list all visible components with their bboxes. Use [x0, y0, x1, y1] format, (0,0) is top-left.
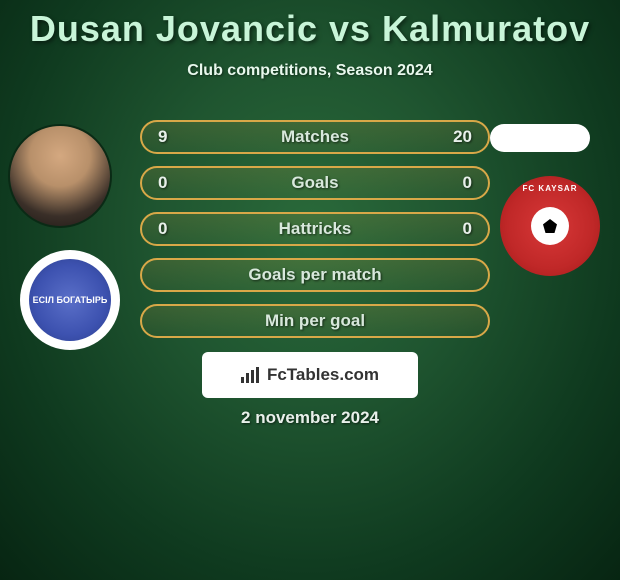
stat-row: Goals per match — [140, 258, 490, 292]
club-left-badge: ЕСІЛ БОГАТЫРЬ — [20, 250, 120, 350]
stat-rows: 9 Matches 20 0 Goals 0 0 Hattricks 0 Goa… — [140, 120, 490, 350]
stat-row: 9 Matches 20 — [140, 120, 490, 154]
stat-label: Hattricks — [142, 219, 488, 239]
page-title: Dusan Jovancic vs Kalmuratov — [0, 0, 620, 50]
brand-text: FcTables.com — [267, 365, 379, 385]
brand-badge: FcTables.com — [202, 352, 418, 398]
date-text: 2 november 2024 — [0, 408, 620, 428]
player-right-avatar — [490, 124, 590, 152]
stat-row: 0 Hattricks 0 — [140, 212, 490, 246]
club-left-badge-text: ЕСІЛ БОГАТЫРЬ — [29, 259, 111, 341]
player-left-avatar — [8, 124, 112, 228]
page-subtitle: Club competitions, Season 2024 — [0, 62, 620, 80]
stat-row: Min per goal — [140, 304, 490, 338]
stat-label: Matches — [142, 127, 488, 147]
stat-label: Goals per match — [142, 265, 488, 285]
club-right-badge-text: FC KAYSAR — [500, 184, 600, 193]
stat-label: Goals — [142, 173, 488, 193]
stat-label: Min per goal — [142, 311, 488, 331]
stat-row: 0 Goals 0 — [140, 166, 490, 200]
chart-icon — [241, 367, 261, 383]
soccer-ball-icon — [531, 207, 569, 245]
club-right-badge: FC KAYSAR — [500, 176, 600, 276]
